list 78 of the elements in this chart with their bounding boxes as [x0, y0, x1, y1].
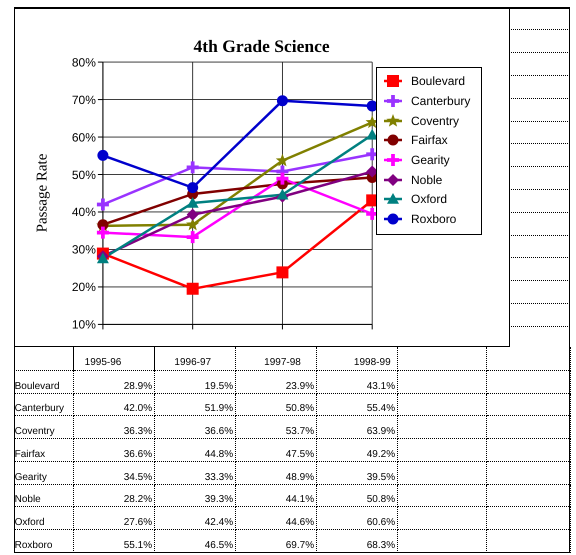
- data-label: 34.5%: [74, 461, 155, 484]
- point: [186, 160, 198, 173]
- y-tick-label: 60%: [71, 130, 96, 144]
- x-tick-label: 1996-97: [174, 357, 212, 370]
- point: [186, 230, 198, 243]
- y-tick-label: 70%: [71, 92, 96, 106]
- legend-label: Gearity: [411, 152, 450, 167]
- text: Noble: [14, 494, 41, 506]
- data-label: 55.1%: [74, 529, 155, 552]
- data-label: 39.5%: [316, 461, 398, 484]
- text: Boulevard: [14, 380, 60, 392]
- text: Gearity: [14, 472, 47, 483]
- data-label: 46.5%: [154, 529, 236, 552]
- y-tick-label: 40%: [71, 204, 96, 219]
- data-label: 28.2%: [74, 484, 155, 507]
- point: [186, 282, 198, 294]
- y-tick-label: 10%: [71, 317, 96, 332]
- data-label: 63.9%: [316, 416, 398, 439]
- text: Roxboro: [14, 540, 52, 551]
- data-label: 39.3%: [154, 484, 236, 507]
- point: [276, 188, 288, 200]
- x-tick-label: 1998-99: [354, 357, 391, 370]
- data-label: 36.3%: [74, 416, 155, 439]
- y-tick-label: 50%: [71, 167, 96, 182]
- text: Fairfax: [14, 448, 46, 460]
- legend-label: Fairfax: [411, 133, 448, 148]
- data-label: 36.6%: [154, 416, 236, 439]
- point: [186, 196, 198, 208]
- point: [96, 226, 108, 238]
- y-tick-label: 80%: [71, 54, 96, 69]
- data-label: 60.6%: [316, 506, 398, 530]
- data-label: 50.8%: [236, 393, 317, 416]
- data-label: 43.1%: [316, 370, 398, 394]
- y-axis-title: Passage Rate: [34, 154, 52, 232]
- point: [96, 252, 108, 263]
- legend-label: Noble: [411, 172, 442, 187]
- point: [276, 94, 288, 106]
- point: [275, 153, 289, 166]
- point: [96, 198, 108, 210]
- text: Coventry: [14, 426, 55, 438]
- data-label: 69.7%: [236, 529, 317, 552]
- chart-title: 4th Grade Science: [192, 36, 331, 56]
- data-label: 48.9%: [236, 461, 317, 484]
- point: [276, 266, 288, 278]
- point: [186, 182, 198, 193]
- data-label: 55.4%: [316, 393, 398, 416]
- x-tick-label: 1995-96: [84, 357, 122, 370]
- data-label: 44.6%: [236, 506, 317, 530]
- data-label: 51.9%: [154, 393, 236, 416]
- point: [276, 172, 288, 184]
- text: Oxford: [14, 516, 45, 528]
- data-label: 42.4%: [154, 506, 236, 530]
- text: Canterbury: [14, 403, 64, 414]
- data-label: 50.8%: [316, 484, 398, 507]
- y-tick-label: 30%: [71, 242, 96, 256]
- legend-label: Canterbury: [411, 94, 470, 108]
- point: [186, 208, 198, 220]
- legend-label: Coventry: [411, 114, 460, 128]
- data-label: 36.6%: [74, 438, 155, 462]
- point: [96, 150, 108, 160]
- data-label: 19.5%: [154, 370, 236, 394]
- data-label: 44.8%: [154, 438, 236, 462]
- data-label: 27.6%: [74, 506, 155, 530]
- data-label: 47.5%: [236, 438, 317, 462]
- data-label: 23.9%: [236, 370, 317, 394]
- point: [366, 100, 378, 112]
- legend-label: Roxboro: [411, 212, 456, 226]
- legend-label: Oxford: [411, 192, 448, 206]
- data-label: 42.0%: [74, 393, 155, 416]
- data-label: 44.1%: [236, 484, 317, 507]
- data-label: 53.7%: [236, 416, 317, 439]
- data-label: 49.2%: [316, 438, 398, 462]
- legend-label: Boulevard: [411, 74, 466, 88]
- data-label: 68.3%: [316, 529, 398, 552]
- x-tick-label: 1997-98: [264, 357, 301, 370]
- y-tick-label: 20%: [71, 280, 96, 294]
- data-label: 28.9%: [74, 370, 155, 394]
- data-label: 33.3%: [154, 461, 236, 484]
